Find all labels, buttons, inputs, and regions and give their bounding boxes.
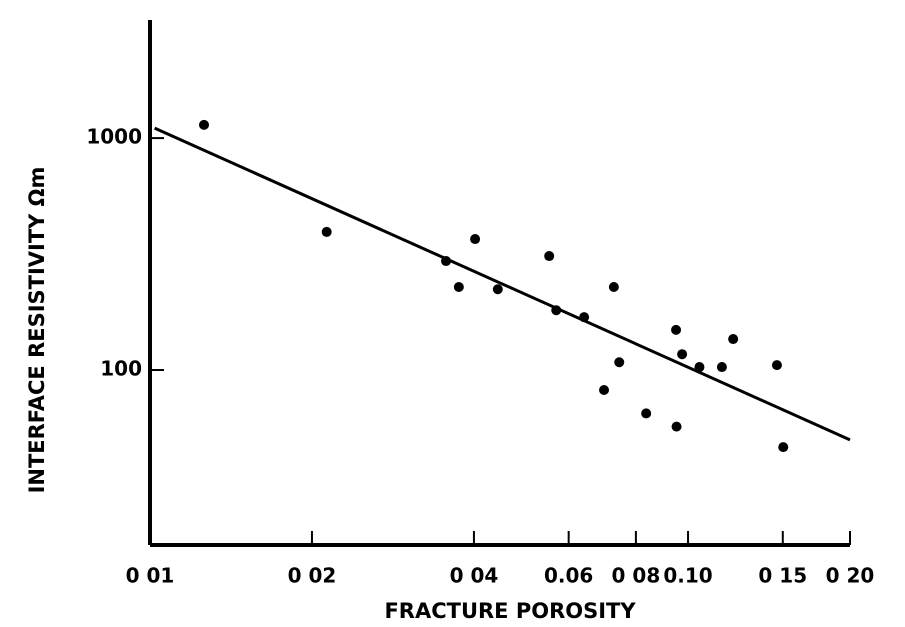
data-point [492, 284, 503, 295]
x-axis-label: FRACTURE POROSITY [384, 599, 636, 623]
data-point [716, 362, 727, 373]
y-axis-label: INTERFACE RESISTIVITY Ωm [25, 167, 49, 494]
data-point [441, 256, 452, 267]
data-point [671, 324, 682, 335]
data-point [641, 408, 652, 419]
data-point [671, 421, 682, 432]
data-point [677, 349, 688, 360]
x-tick-label: 0.06 [544, 564, 593, 588]
data-point [199, 119, 210, 130]
data-point [694, 362, 705, 373]
data-point [608, 282, 619, 293]
data-point [771, 360, 782, 371]
data-point [470, 234, 481, 245]
y-tick-label: 100 [100, 357, 142, 381]
x-tick-label: 0 08 [612, 564, 661, 588]
data-point [728, 334, 739, 345]
data-point [544, 251, 555, 262]
x-tick-label: 0 15 [758, 564, 807, 588]
fit-line [154, 126, 851, 442]
x-tick-label: 0 01 [126, 564, 175, 588]
x-tick-label: 0 20 [826, 564, 875, 588]
data-point [614, 357, 625, 368]
data-point [551, 305, 562, 316]
x-tick-label: 0 02 [288, 564, 337, 588]
x-tick-label: 0 04 [450, 564, 499, 588]
data-point [778, 442, 789, 453]
x-tick-label: 0.10 [663, 564, 712, 588]
data-point [321, 226, 332, 237]
data-point [579, 312, 590, 323]
data-point [453, 282, 464, 293]
y-tick-label: 1000 [86, 125, 142, 149]
data-point [599, 385, 610, 396]
